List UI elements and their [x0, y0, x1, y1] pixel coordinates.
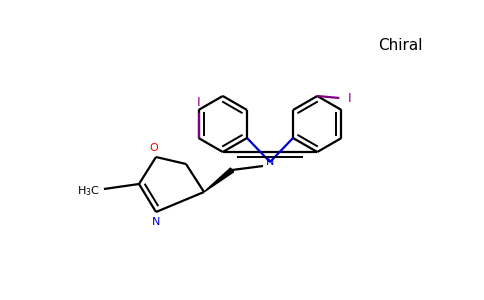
Text: O: O: [150, 143, 158, 153]
Text: H$_3$C: H$_3$C: [77, 184, 100, 198]
Text: N: N: [152, 217, 160, 227]
Text: Chiral: Chiral: [378, 38, 422, 52]
Polygon shape: [204, 168, 234, 192]
Text: N: N: [266, 157, 274, 167]
Text: I: I: [197, 97, 200, 110]
Text: I: I: [348, 92, 351, 104]
